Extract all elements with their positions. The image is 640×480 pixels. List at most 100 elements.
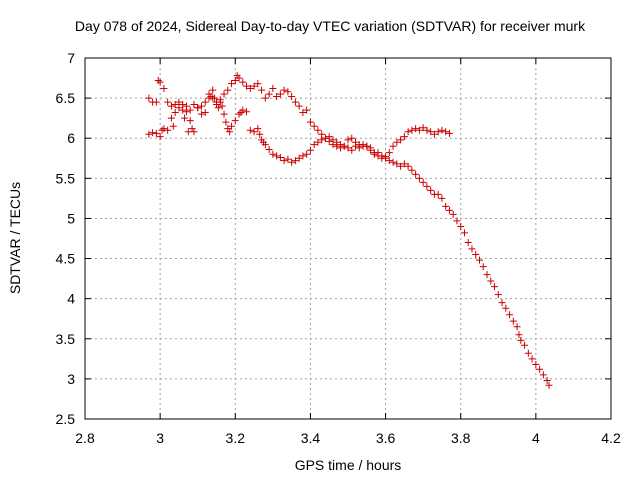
- data-point: [389, 158, 397, 166]
- data-point: [288, 93, 296, 101]
- data-point: [423, 126, 431, 134]
- data-point: [175, 98, 183, 106]
- data-point: [442, 128, 450, 136]
- data-point: [397, 162, 405, 170]
- data-point: [314, 138, 322, 146]
- data-point: [205, 90, 213, 98]
- y-tick-label: 2.5: [56, 411, 76, 427]
- data-point: [524, 349, 532, 357]
- data-point: [145, 94, 153, 102]
- data-point: [400, 160, 408, 168]
- y-tick-label: 4: [67, 291, 75, 307]
- data-point: [239, 78, 247, 86]
- data-point: [254, 125, 262, 133]
- data-point: [228, 80, 236, 88]
- data-point: [218, 102, 226, 110]
- data-point: [453, 217, 461, 225]
- data-point: [370, 150, 378, 158]
- data-point: [352, 142, 360, 150]
- data-point: [539, 371, 547, 379]
- data-point: [213, 101, 220, 109]
- y-tick-label: 4.5: [56, 251, 76, 267]
- data-point: [427, 128, 435, 136]
- data-point: [359, 141, 367, 149]
- data-point: [513, 323, 521, 331]
- data-point: [509, 317, 517, 325]
- data-point: [385, 157, 393, 165]
- y-tick-label: 3.5: [56, 331, 76, 347]
- data-point: [209, 94, 217, 102]
- data-point: [430, 130, 438, 138]
- y-tick-label: 6.5: [56, 90, 76, 106]
- x-tick-label: 2.8: [75, 430, 95, 446]
- data-point: [182, 102, 190, 110]
- y-axis-label: SDTVAR / TECUs: [7, 182, 23, 294]
- data-point: [220, 90, 228, 98]
- data-point: [412, 170, 420, 178]
- data-point: [363, 142, 371, 150]
- data-point: [164, 98, 172, 106]
- data-point: [226, 128, 234, 136]
- data-point: [449, 210, 457, 218]
- data-point: [145, 130, 153, 138]
- data-point: [154, 76, 162, 84]
- data-point: [434, 190, 442, 198]
- data-point: [515, 331, 523, 339]
- data-point: [378, 152, 386, 160]
- data-point: [190, 101, 198, 109]
- data-point: [306, 118, 314, 126]
- data-point: [385, 149, 393, 157]
- data-point: [265, 145, 273, 153]
- data-point: [291, 157, 299, 165]
- data-point: [288, 158, 296, 166]
- y-axis-ticks: 2.5 3 3.5 4 4.5 5 5.5 6 6.5 7: [56, 50, 611, 427]
- data-point: [348, 146, 356, 154]
- data-point: [171, 101, 179, 109]
- data-point: [152, 98, 160, 106]
- data-point: [536, 365, 544, 373]
- data-point: [468, 245, 476, 253]
- data-point: [445, 129, 453, 137]
- data-point: [216, 98, 224, 106]
- y-tick-label: 7: [67, 50, 75, 66]
- data-point: [506, 311, 514, 319]
- data-point: [521, 341, 529, 349]
- data-point: [291, 98, 299, 106]
- data-point: [472, 251, 480, 259]
- data-point: [152, 129, 160, 137]
- data-point: [438, 194, 446, 202]
- data-point: [156, 133, 164, 141]
- data-point: [299, 109, 307, 117]
- data-point: [340, 142, 348, 150]
- y-tick-label: 5.5: [56, 170, 76, 186]
- data-point: [423, 182, 431, 190]
- data-point: [171, 109, 179, 117]
- data-point: [167, 114, 175, 122]
- data-point: [167, 102, 175, 110]
- data-point: [197, 102, 205, 110]
- y-tick-label: 5: [67, 210, 75, 226]
- data-point: [261, 94, 269, 102]
- data-point: [543, 376, 551, 384]
- data-point: [528, 355, 536, 363]
- data-point: [318, 130, 326, 138]
- data-point: [231, 76, 239, 84]
- x-tick-label: 4: [532, 430, 540, 446]
- data-point: [303, 150, 311, 158]
- data-point: [464, 239, 472, 247]
- x-tick-label: 3.2: [226, 430, 246, 446]
- data-point: [419, 124, 427, 132]
- data-point: [397, 136, 405, 144]
- data-point: [476, 256, 483, 264]
- data-point: [243, 108, 251, 116]
- data-point: [408, 166, 416, 174]
- data-point: [344, 144, 352, 152]
- data-point: [348, 134, 356, 142]
- x-axis-ticks: 2.8 3 3.2 3.4 3.6 3.8 4 4.2: [75, 58, 621, 446]
- x-tick-label: 3: [156, 430, 164, 446]
- data-point: [415, 126, 423, 134]
- data-point: [498, 299, 506, 307]
- x-axis-label: GPS time / hours: [295, 457, 402, 473]
- data-points: [145, 72, 553, 389]
- data-point: [303, 106, 311, 114]
